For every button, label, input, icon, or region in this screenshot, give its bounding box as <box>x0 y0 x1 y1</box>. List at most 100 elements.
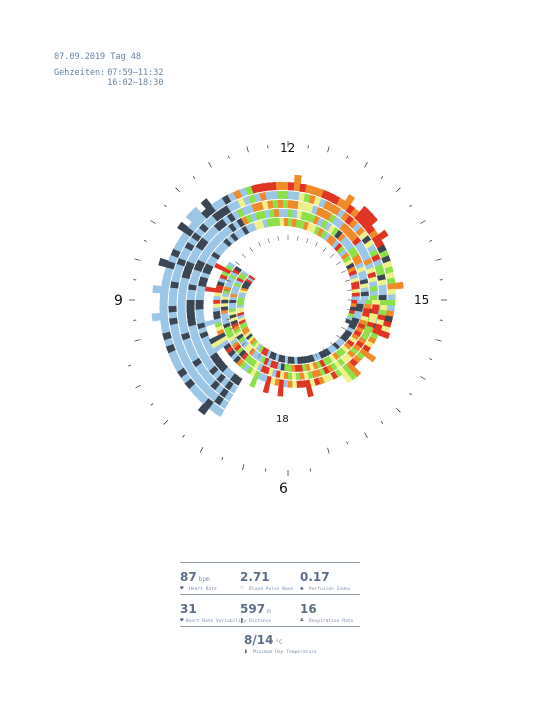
spiral-segment <box>387 281 404 291</box>
spiral-segment <box>328 237 338 247</box>
clock-tick <box>346 441 349 445</box>
spiral-segment <box>249 368 257 377</box>
inner-clock-tick <box>226 318 232 321</box>
spiral-segment <box>324 347 332 356</box>
hrv-value: 31 <box>180 602 197 616</box>
spiral-segment <box>292 209 298 219</box>
heart-wave-icon: ♥ <box>180 617 184 624</box>
spiral-segment <box>352 236 362 247</box>
divider <box>180 562 360 563</box>
spiral-segment <box>363 258 373 267</box>
spiral-segment <box>338 249 348 258</box>
spiral-segment <box>349 346 359 356</box>
spiral-segment <box>160 324 171 334</box>
spiral-segment <box>203 218 214 229</box>
spiral-segment <box>239 338 248 346</box>
spiral-segment <box>213 394 224 406</box>
clock-tick <box>364 162 368 168</box>
spiral-segment <box>327 203 337 213</box>
spiral-segment <box>196 289 205 296</box>
spiral-segment <box>237 274 246 281</box>
spiral-segment <box>318 351 325 359</box>
spiral-segment <box>359 348 377 363</box>
spiral-segment <box>283 208 289 218</box>
spiral-segment <box>203 386 215 398</box>
spiral-segment <box>355 226 366 237</box>
spiral-segment <box>313 225 321 236</box>
spiral-segment <box>229 337 238 346</box>
spiral-segment <box>326 234 335 244</box>
spiral-segment <box>231 199 242 210</box>
clock-tick <box>420 376 426 380</box>
spiral-segment <box>187 367 199 378</box>
spiral-segment <box>218 398 229 410</box>
temperature-unit: °C <box>275 639 283 646</box>
spiral-segment <box>351 292 360 297</box>
spiral-segment <box>353 258 363 266</box>
spiral-segment <box>169 286 178 295</box>
spiral-segment <box>181 246 192 256</box>
spiral-segment <box>224 380 234 391</box>
spiral-segment <box>177 310 187 318</box>
spiral-segment <box>329 362 338 371</box>
spiral-segment <box>230 352 239 361</box>
spiral-segment <box>384 315 393 323</box>
spiral-segment <box>351 333 360 341</box>
spiral-segment <box>326 346 335 354</box>
spiral-segment <box>232 285 241 290</box>
spiral-segment <box>198 237 209 247</box>
spiral-segment <box>369 295 378 301</box>
spiral-segment <box>270 190 278 200</box>
spiral-segment <box>206 259 216 267</box>
spiral-segment <box>348 219 359 229</box>
spiral-segment <box>287 372 293 380</box>
spiral-segment <box>246 356 255 365</box>
spiral-segment <box>352 355 362 364</box>
inner-clock-tick <box>249 348 253 353</box>
spiral-segment <box>334 349 343 358</box>
spiral-segment <box>198 254 208 264</box>
spiral-segment <box>195 227 206 238</box>
spiral-segment <box>192 246 203 256</box>
clock-tick <box>327 447 330 454</box>
clock-tick <box>164 204 167 208</box>
spiral-segment <box>201 208 212 219</box>
spiral-segment <box>251 339 259 347</box>
spiral-segment <box>176 236 188 247</box>
spiral-segment <box>290 356 295 364</box>
spiral-segment <box>354 240 365 250</box>
spiral-segment <box>351 284 360 291</box>
spiral-segment <box>364 239 375 249</box>
spiral-segment <box>340 344 349 353</box>
inner-clock-tick <box>249 247 253 252</box>
spiral-segment <box>199 352 210 362</box>
spiral-segment <box>212 211 223 222</box>
spiral-segment <box>367 336 377 345</box>
spiral-segment <box>323 232 331 242</box>
spiral-segment <box>295 219 302 228</box>
spiral-segment <box>341 364 358 381</box>
spiral-segment <box>326 364 334 373</box>
spiral-segment <box>340 212 351 222</box>
spiral-segment <box>298 192 306 202</box>
spiral-segment <box>360 291 369 297</box>
spiral-segment <box>332 216 341 227</box>
spiral-segment <box>160 318 170 327</box>
spiral-segment <box>325 356 333 365</box>
spiral-segment <box>275 370 281 378</box>
spiral-segment <box>203 246 214 256</box>
spiral-segment <box>349 320 358 327</box>
spiral-segment <box>231 210 241 220</box>
spiral-segment <box>222 292 230 297</box>
spiral-segment <box>345 361 362 378</box>
spiral-segment <box>159 299 168 307</box>
spiral-segment <box>233 230 243 240</box>
clock-tick <box>134 339 141 342</box>
spiral-segment <box>237 299 245 303</box>
spiral-segment <box>212 369 223 380</box>
spiral-segment <box>291 218 297 228</box>
spiral-segment <box>242 328 251 336</box>
spiral-segment <box>195 294 205 300</box>
spiral-segment <box>205 228 216 239</box>
temperature-label: Minimum Day Temperature <box>253 649 317 655</box>
